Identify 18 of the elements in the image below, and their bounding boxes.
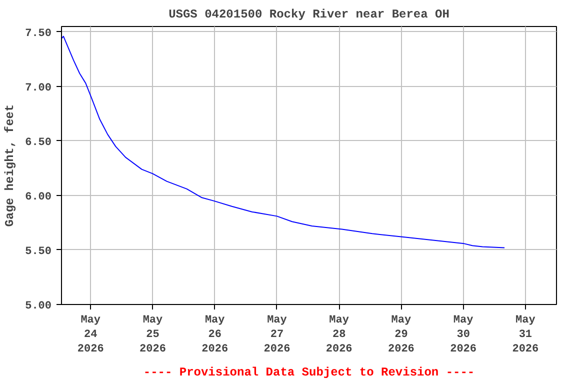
x-tick-label: May 25 2026: [140, 314, 166, 356]
x-tick-label: May 31 2026: [512, 314, 539, 356]
x-tick-label: May 27 2026: [264, 314, 290, 356]
y-axis-title: Gage height, feet: [3, 104, 18, 227]
y-tick-label: 5.00: [25, 300, 52, 312]
text: ---- Provisional Data Subject to Revision ----: [143, 366, 475, 380]
y-tick-label: 7.00: [25, 82, 52, 94]
y-tick-label: 7.50: [25, 28, 52, 40]
y-tick-label: 6.00: [25, 191, 52, 204]
x-tick-label: May 26 2026: [202, 314, 228, 356]
x-tick-label: May 30 2026: [450, 314, 477, 356]
x-tick-label: May 24 2026: [77, 314, 104, 356]
y-tick-label: 5.50: [25, 246, 52, 258]
chart-title: USGS 04201500 Rocky River near Berea OH: [168, 8, 450, 22]
x-tick-label: May 28 2026: [326, 314, 352, 356]
y-tick-label: 6.50: [25, 136, 52, 149]
x-tick-label: May 29 2026: [388, 314, 414, 356]
line-series: [62, 36, 506, 248]
